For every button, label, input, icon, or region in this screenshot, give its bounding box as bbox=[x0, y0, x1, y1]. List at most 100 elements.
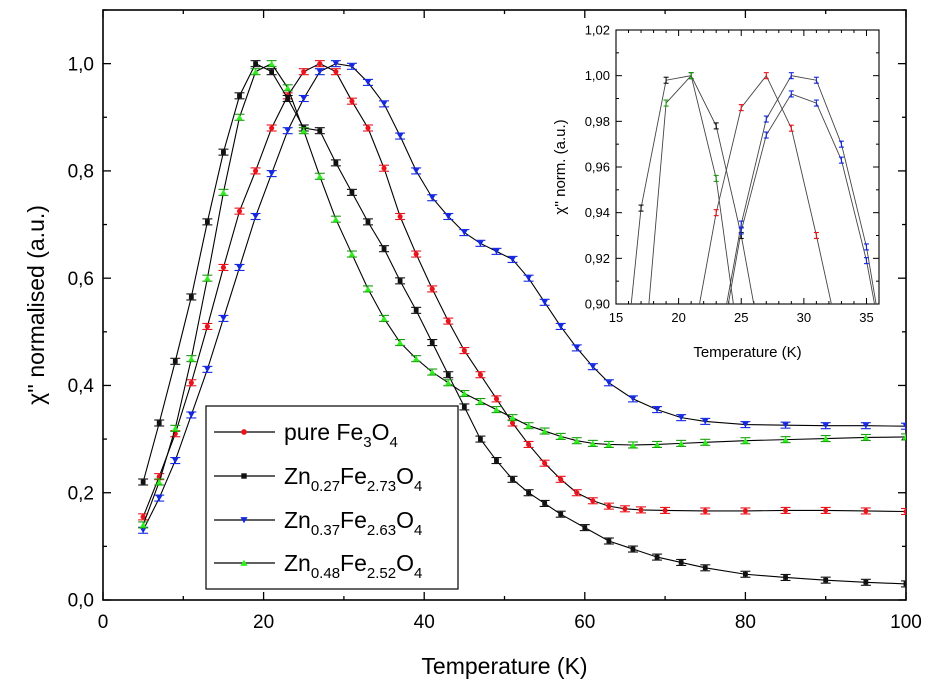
data-point bbox=[903, 508, 906, 515]
data-point bbox=[172, 358, 178, 364]
legend-subscript: 0.37 bbox=[311, 522, 340, 539]
data-point bbox=[493, 406, 500, 413]
inset-x-tick-label: 25 bbox=[734, 310, 748, 325]
data-point bbox=[822, 423, 829, 429]
inset-error-bar bbox=[788, 90, 794, 98]
inset-series-area bbox=[630, 72, 877, 304]
data-point bbox=[301, 69, 307, 75]
data-point bbox=[204, 366, 211, 373]
inset-series-line bbox=[726, 75, 877, 304]
data-point bbox=[348, 63, 356, 70]
inset-error-bar bbox=[688, 72, 694, 80]
data-point bbox=[823, 507, 829, 513]
data-point bbox=[268, 171, 275, 177]
inset-error-bar bbox=[763, 115, 769, 123]
data-point bbox=[605, 441, 613, 448]
legend-subscript: 4 bbox=[390, 434, 398, 451]
data-point bbox=[445, 379, 452, 386]
data-point bbox=[542, 460, 548, 466]
legend-label-text: O bbox=[396, 463, 414, 489]
legend-subscript: 0.48 bbox=[311, 565, 340, 582]
data-point bbox=[605, 380, 613, 386]
data-point bbox=[902, 434, 906, 440]
main-plot: 0 20 40 60 80 100 0,0 0,2 0,4 0,6 0,8 1,0 Temperatur… bbox=[23, 9, 922, 679]
legend-label-text: Fe bbox=[340, 550, 367, 576]
data-point bbox=[445, 372, 451, 378]
data-point bbox=[316, 69, 324, 75]
data-point bbox=[252, 68, 259, 75]
inset-x-tick-label: 15 bbox=[609, 310, 623, 325]
inset-series-1 bbox=[648, 72, 734, 304]
data-point bbox=[348, 251, 356, 257]
legend-marker bbox=[240, 517, 248, 524]
data-point bbox=[526, 490, 531, 496]
data-point bbox=[477, 398, 484, 405]
data-point bbox=[862, 434, 870, 441]
data-point bbox=[461, 348, 467, 354]
data-point bbox=[445, 318, 451, 324]
data-point bbox=[573, 345, 580, 351]
data-point bbox=[381, 246, 387, 252]
data-point bbox=[220, 189, 227, 195]
inset-error-bar bbox=[838, 156, 844, 164]
data-point bbox=[574, 490, 580, 496]
data-point bbox=[629, 396, 637, 402]
legend-marker bbox=[240, 559, 248, 566]
data-point bbox=[172, 457, 179, 464]
data-point bbox=[285, 96, 291, 101]
data-point bbox=[702, 418, 709, 425]
data-point bbox=[397, 278, 403, 284]
inset-y-tick-label: 1,02 bbox=[585, 23, 610, 38]
data-point bbox=[589, 440, 597, 446]
data-point bbox=[333, 160, 339, 166]
data-point bbox=[204, 219, 210, 225]
legend-label-text: Fe bbox=[340, 507, 367, 533]
data-point bbox=[220, 315, 227, 322]
legend-label: Zn0.37Fe2.63O4 bbox=[284, 507, 422, 539]
inset-error-bar bbox=[638, 204, 644, 212]
data-point bbox=[589, 364, 597, 370]
inset-series-line bbox=[648, 74, 734, 304]
legend-subscript: 2.52 bbox=[367, 565, 396, 582]
data-point bbox=[509, 256, 516, 263]
data-point bbox=[582, 525, 588, 530]
inset-error-bar bbox=[863, 243, 869, 251]
data-point bbox=[606, 503, 612, 509]
legend-subscript: 4 bbox=[414, 565, 422, 582]
data-point bbox=[333, 69, 339, 75]
data-point bbox=[140, 514, 146, 520]
data-point bbox=[677, 440, 685, 446]
legend: pure Fe3O4Zn0.27Fe2.73O4Zn0.37Fe2.63O4Zn… bbox=[205, 405, 459, 590]
data-point bbox=[188, 294, 194, 300]
inset-error-bar bbox=[713, 122, 719, 130]
y-tick-label: 0,6 bbox=[68, 269, 94, 290]
data-point bbox=[677, 415, 685, 421]
data-point bbox=[139, 522, 147, 528]
data-point bbox=[782, 422, 789, 429]
data-point bbox=[702, 439, 709, 445]
data-point bbox=[253, 168, 259, 174]
data-point bbox=[445, 213, 452, 220]
y-tick-label: 1,0 bbox=[68, 54, 94, 75]
series-line bbox=[142, 62, 906, 585]
inset-error-bar bbox=[813, 231, 819, 240]
inset-background bbox=[616, 30, 879, 304]
inset-series-4 bbox=[727, 90, 876, 304]
legend-label-text: Fe bbox=[340, 463, 367, 489]
data-point bbox=[413, 307, 419, 313]
data-point bbox=[397, 213, 403, 220]
data-point bbox=[477, 240, 484, 247]
data-point bbox=[172, 425, 179, 431]
data-point bbox=[140, 479, 146, 485]
inset-x-axis-title: Temperature (K) bbox=[693, 344, 801, 361]
data-point bbox=[478, 436, 483, 442]
data-point bbox=[902, 423, 906, 430]
data-point bbox=[396, 339, 404, 346]
data-point bbox=[742, 508, 748, 514]
data-point bbox=[903, 581, 906, 587]
data-point bbox=[461, 230, 468, 236]
data-point bbox=[638, 507, 644, 513]
data-point bbox=[822, 435, 829, 442]
data-point bbox=[300, 127, 307, 134]
legend-marker bbox=[241, 429, 247, 435]
